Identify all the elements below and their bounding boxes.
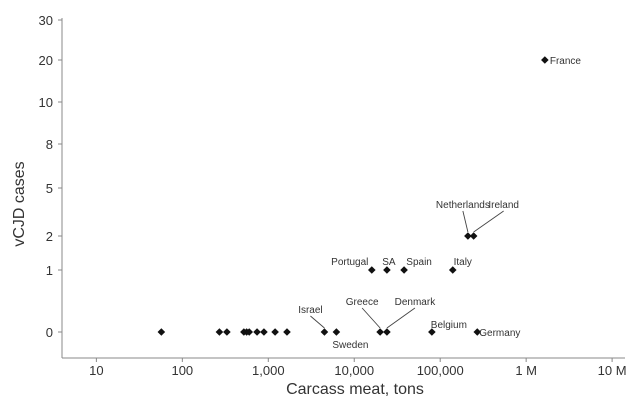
leader-ireland <box>473 210 504 233</box>
data-point-2 <box>215 328 224 336</box>
data-point-italy <box>448 266 457 274</box>
y-tick-label-5: 5 <box>46 181 53 196</box>
x-tick-label-100-000: 100,000 <box>417 363 464 378</box>
point-label-belgium: Belgium <box>431 320 467 331</box>
point-label-netherlands: Netherlands <box>436 200 490 211</box>
point-label-ireland: Ireland <box>488 200 519 211</box>
data-point-10 <box>283 328 291 336</box>
data-point-denmark <box>383 328 391 336</box>
x-tick-labels: 10 100 1,000 10,000 100,000 1 M 10 M <box>89 363 626 378</box>
data-point-7 <box>253 328 261 336</box>
leader-greece <box>361 307 381 329</box>
y-axis-title: vCJD cases <box>11 161 28 246</box>
data-point-portugal <box>367 266 376 274</box>
data-point-israel <box>320 328 329 336</box>
data-point-belgium <box>428 328 436 336</box>
point-label-germany: Germany <box>479 328 520 339</box>
x-tick-label-10-m: 10 M <box>598 363 627 378</box>
x-tick-label-100: 100 <box>171 363 193 378</box>
data-point-9 <box>271 328 279 336</box>
axes <box>58 18 625 362</box>
point-label-greece: Greece <box>346 297 379 308</box>
data-point-sa <box>383 266 391 274</box>
y-tick-label-1: 1 <box>46 263 53 278</box>
data-point-spain <box>400 266 408 274</box>
point-label-portugal: Portugal <box>331 257 368 268</box>
point-label-sa: SA <box>382 257 396 268</box>
data-point-greece <box>376 328 384 336</box>
x-tick-label-1-000: 1,000 <box>252 363 285 378</box>
y-tick-label-8: 8 <box>46 137 53 152</box>
y-tick-label-20: 20 <box>39 53 53 68</box>
point-label-denmark: Denmark <box>395 297 437 308</box>
data-point-germany <box>473 328 482 336</box>
point-label-sweden: Sweden <box>332 340 368 351</box>
data-points <box>157 56 549 336</box>
y-tick-labels: 0 1 2 5 8 10 20 30 <box>39 13 53 340</box>
data-point-france <box>541 56 549 64</box>
y-tick-label-30: 30 <box>39 13 53 28</box>
y-tick-label-0: 0 <box>46 325 53 340</box>
x-tick-label-10-000: 10,000 <box>334 363 374 378</box>
point-label-israel: Israel <box>298 305 322 316</box>
leader-denmark <box>386 307 416 329</box>
x-tick-label-10: 10 <box>89 363 103 378</box>
annotation-leader-lines <box>310 210 504 329</box>
y-tick-label-10: 10 <box>39 95 53 110</box>
data-point-netherlands <box>464 232 472 240</box>
data-point-8 <box>260 328 268 336</box>
leader-israel <box>310 315 325 329</box>
y-tick-label-2: 2 <box>46 229 53 244</box>
leader-netherlands <box>462 210 469 233</box>
data-point-1 <box>157 328 166 336</box>
data-point-ireland <box>469 232 478 240</box>
data-point-3 <box>223 328 231 336</box>
point-label-spain: Spain <box>406 257 432 268</box>
x-axis-title: Carcass meat, tons <box>286 381 424 398</box>
point-label-italy: Italy <box>454 257 472 268</box>
data-point-6 <box>245 328 254 336</box>
x-tick-label-1-m: 1 M <box>515 363 537 378</box>
data-point-sweden <box>332 328 341 336</box>
point-label-france: France <box>550 56 582 67</box>
